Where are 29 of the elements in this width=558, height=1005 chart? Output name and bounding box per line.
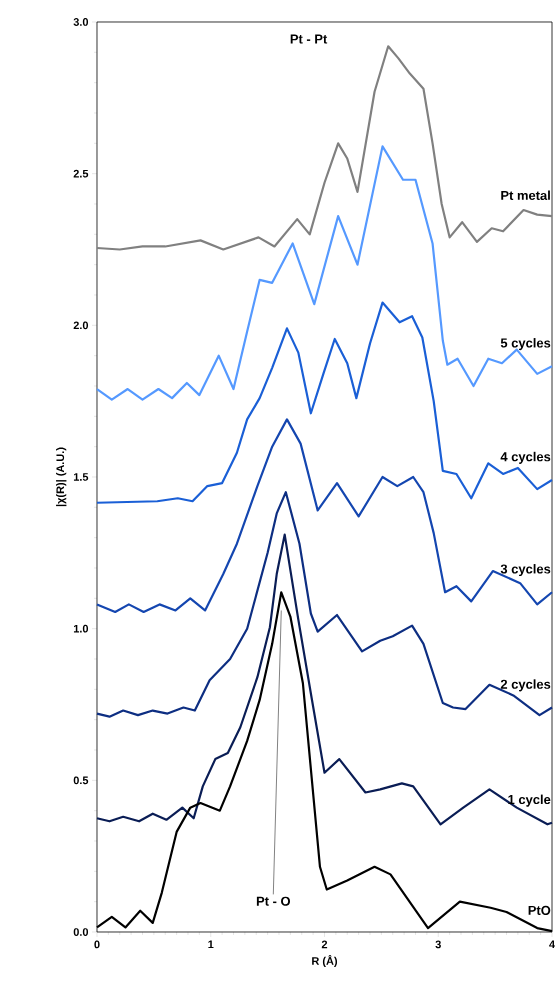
annotation: Pt - Pt	[290, 34, 327, 44]
y-tick-label: 3.0	[73, 18, 88, 26]
line-series	[95, 301, 553, 504]
y-tick-label: 0.5	[73, 776, 89, 785]
x-tick-label: 3	[435, 940, 441, 949]
series-label: 3 cycles	[500, 564, 551, 577]
series-label: 5 cycles	[500, 338, 551, 351]
series-label: 1 cycle	[508, 794, 551, 807]
x-tick-label: 2	[321, 940, 327, 949]
line-series	[95, 418, 553, 614]
series-label: PtO	[528, 905, 551, 915]
line-series	[95, 145, 553, 401]
y-tick-label: 2.0	[73, 321, 88, 330]
x-axis-title: R (Å)	[311, 955, 337, 968]
line-series	[95, 533, 553, 826]
y-tick-label: 0.0	[73, 928, 88, 936]
series-label: Pt metal	[501, 190, 550, 200]
x-tick-label: 1	[208, 940, 214, 949]
y-tick-label: 1.0	[73, 624, 88, 633]
y-tick-label: 1.5	[73, 473, 89, 481]
x-tick-label: 0	[94, 940, 100, 949]
x-tick-label: 4	[548, 940, 555, 949]
series-label: 4 cycles	[500, 451, 551, 464]
y-tick-label: 2.5	[73, 169, 89, 178]
annotation: Pt - O	[256, 896, 290, 906]
y-axis-title: |χ(R)| (A.U.)	[55, 447, 67, 507]
line-series	[95, 491, 553, 718]
series-label: 2 cycles	[500, 679, 551, 692]
line-series	[95, 45, 553, 251]
